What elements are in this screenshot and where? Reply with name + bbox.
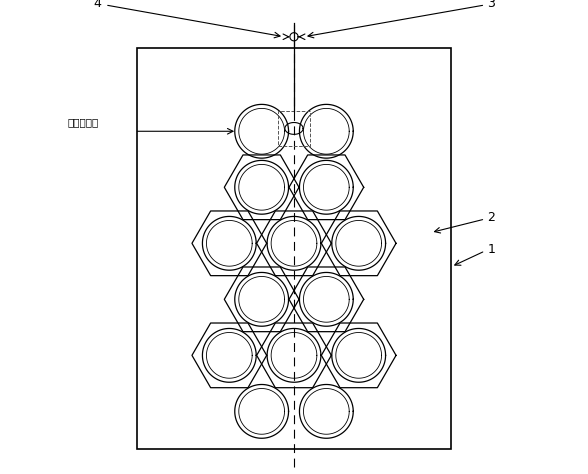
Text: 2: 2 xyxy=(487,211,496,224)
Bar xyxy=(278,110,310,146)
Text: 槽道压死区: 槽道压死区 xyxy=(67,118,98,128)
Bar xyxy=(137,48,451,449)
Text: 4: 4 xyxy=(93,0,102,10)
Text: 3: 3 xyxy=(487,0,496,10)
Text: 1: 1 xyxy=(487,243,496,256)
